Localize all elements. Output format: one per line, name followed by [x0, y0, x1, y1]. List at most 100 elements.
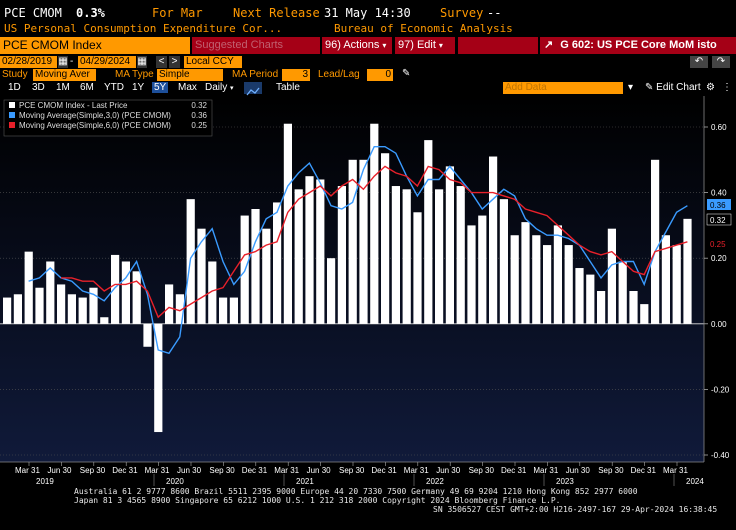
add-data-field[interactable]: Add Data [503, 82, 623, 94]
x-tick-label: Sep 30 [598, 466, 624, 475]
y-tick-label: 0.20 [711, 254, 727, 263]
bar [251, 209, 260, 324]
bar [607, 228, 616, 324]
line-chart-icon-svg [246, 87, 260, 96]
scroll-left-button[interactable]: < [156, 56, 167, 68]
x-tick-label: Sep 30 [209, 466, 235, 475]
table-button[interactable]: Table [276, 82, 300, 93]
next-release-label: Next Release [233, 6, 320, 20]
undo-icon[interactable]: ↶ [690, 56, 708, 68]
bar [229, 297, 238, 324]
x-tick-label: Mar 31 [533, 466, 558, 475]
bar [672, 245, 681, 324]
range-button-5y[interactable]: 5Y [152, 82, 169, 93]
toolbar-spacer [458, 37, 538, 54]
x-tick-label: Jun 30 [566, 466, 591, 475]
date-separator: - [70, 56, 74, 67]
x-tick-label: Sep 30 [339, 466, 365, 475]
year-label: 2019 [36, 477, 54, 486]
y-tick-label: 0.40 [711, 189, 727, 198]
source-text: Bureau of Economic Analysis [334, 22, 513, 35]
bar [391, 186, 400, 324]
calendar-icon[interactable]: ▦ [58, 56, 68, 68]
start-date-field[interactable]: 02/28/2019 [0, 56, 57, 68]
y-axis: 0.60 0.40 0.20 0.00 -0.20 -0.40 [703, 96, 730, 462]
edit-button[interactable]: 97) Edit ▾ [395, 37, 455, 54]
study-select[interactable]: Moving Aver [33, 69, 96, 81]
bar [553, 225, 562, 324]
x-tick-label: Dec 31 [631, 466, 657, 475]
description-text: US Personal Consumption Expenditure Cor.… [4, 22, 283, 35]
bar [35, 287, 44, 324]
leadlag-field[interactable]: 0 [367, 69, 393, 81]
bar [348, 159, 357, 324]
actions-label: 96) Actions [325, 39, 380, 51]
pencil-icon[interactable]: ✎ [402, 68, 411, 79]
range-button-1m[interactable]: 1M [56, 82, 70, 93]
settings-icon[interactable]: ⚙ [706, 82, 715, 93]
footer-phones-2: Japan 81 3 4565 8900 Singapore 65 6212 1… [74, 496, 561, 505]
bar [175, 294, 184, 324]
bar [456, 186, 465, 324]
bar [100, 317, 109, 324]
x-tick-label: Dec 31 [242, 466, 268, 475]
dropdown-icon: ▾ [382, 41, 387, 50]
bar [424, 140, 433, 324]
security-field[interactable]: PCE CMOM Index [0, 37, 190, 54]
bar [3, 297, 12, 324]
footer: Australia 61 2 9777 8600 Brazil 5511 239… [0, 486, 736, 530]
bar [67, 294, 76, 324]
more-icon[interactable]: ⋮ [722, 82, 732, 93]
bar [294, 189, 303, 324]
range-button-3d[interactable]: 3D [32, 82, 45, 93]
frequency-select[interactable]: Daily ▾ [205, 82, 234, 93]
bar [57, 284, 66, 324]
range-button-ytd[interactable]: YTD [104, 82, 124, 93]
ma-type-select[interactable]: Simple [157, 69, 223, 81]
y-tick-label: 0.00 [711, 320, 727, 329]
bar [165, 284, 174, 324]
ma-type-label: MA Type [115, 69, 154, 80]
bar [510, 235, 519, 324]
x-tick-label: Dec 31 [112, 466, 138, 475]
last-value-tag-label: 0.25 [710, 240, 726, 249]
bar [208, 261, 217, 324]
redo-icon[interactable]: ↷ [712, 56, 730, 68]
range-button-1y[interactable]: 1Y [132, 82, 145, 93]
legend: PCE CMOM Index - Last Price 0.32 Moving Av… [3, 99, 213, 137]
bar [111, 254, 120, 324]
range-button-max[interactable]: Max [178, 82, 197, 93]
range-button-6m[interactable]: 6M [80, 82, 94, 93]
bar [445, 166, 454, 324]
actions-button[interactable]: 96) Actions ▾ [322, 37, 392, 54]
legend-swatch [9, 112, 15, 118]
suggested-charts-button[interactable]: Suggested Charts [192, 37, 320, 54]
range-button-1d[interactable]: 1D [8, 82, 21, 93]
ma-period-field[interactable]: 3 [282, 69, 310, 81]
bar [629, 291, 638, 324]
bar [640, 304, 649, 324]
ma6-line [61, 165, 688, 319]
study-row: Study Moving Aver MA Type Simple MA Peri… [0, 68, 736, 81]
dropdown-icon[interactable]: ▾ [628, 82, 634, 93]
bar [316, 179, 325, 324]
bar [586, 274, 595, 324]
end-date-field[interactable]: 04/29/2024 [78, 56, 136, 68]
bar [219, 297, 228, 324]
legend-swatch [9, 102, 15, 108]
popout-icon[interactable]: ↗ [544, 39, 554, 51]
page-title: G 602: US PCE Core MoM isto [560, 39, 717, 51]
currency-select[interactable]: Local CCY [184, 56, 242, 68]
x-tick-label: Mar 31 [663, 466, 688, 475]
edit-chart-button[interactable]: ✎ Edit Chart [645, 82, 701, 93]
line-chart-icon[interactable] [244, 82, 262, 96]
bar [402, 189, 411, 324]
x-tick-label: Jun 30 [47, 466, 72, 475]
security-header: PCE CMOM 0.3% For Mar Next Release 31 Ma… [0, 0, 736, 22]
legend-label: Moving Average(Simple,3,0) (PCE CMOM) [19, 111, 171, 120]
x-tick-label: Jun 30 [307, 466, 332, 475]
legend-value: 0.36 [191, 111, 207, 120]
scroll-right-button[interactable]: > [169, 56, 180, 68]
calendar-icon[interactable]: ▦ [137, 56, 147, 68]
edit-label: 97) Edit [398, 39, 436, 51]
